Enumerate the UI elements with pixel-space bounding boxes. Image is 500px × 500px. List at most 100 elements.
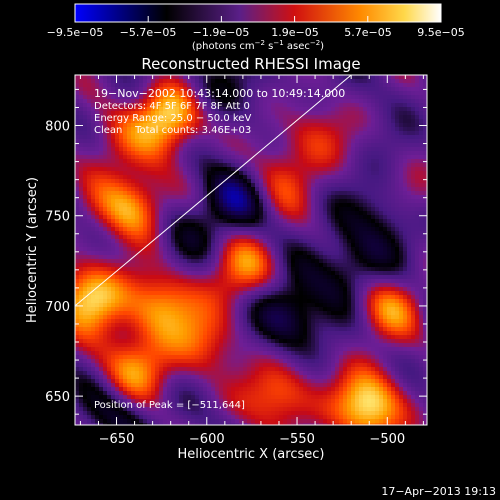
heatmap-cell bbox=[159, 395, 164, 400]
heatmap-cell bbox=[275, 83, 280, 88]
heatmap-cell bbox=[263, 411, 268, 416]
heatmap-cell bbox=[107, 123, 112, 128]
heatmap-cell bbox=[159, 167, 164, 172]
heatmap-cell bbox=[99, 135, 104, 140]
heatmap-cell bbox=[267, 351, 272, 356]
heatmap-cell bbox=[107, 111, 112, 116]
heatmap-cell bbox=[283, 223, 288, 228]
heatmap-cell bbox=[295, 155, 300, 160]
heatmap-cell bbox=[235, 347, 240, 352]
heatmap-cell bbox=[135, 135, 140, 140]
heatmap-cell bbox=[195, 287, 200, 292]
heatmap-cell bbox=[131, 275, 136, 280]
heatmap-cell bbox=[159, 371, 164, 376]
heatmap-cell bbox=[195, 371, 200, 376]
heatmap-cell bbox=[295, 147, 300, 152]
heatmap-cell bbox=[123, 299, 128, 304]
heatmap-cell bbox=[155, 243, 160, 248]
heatmap-cell bbox=[143, 387, 148, 392]
heatmap-cell bbox=[175, 351, 180, 356]
heatmap-cell bbox=[139, 191, 144, 196]
heatmap-cell bbox=[95, 311, 100, 316]
heatmap-cell bbox=[195, 379, 200, 384]
heatmap-cell bbox=[147, 275, 152, 280]
heatmap-cell bbox=[107, 191, 112, 196]
heatmap-cell bbox=[283, 215, 288, 220]
heatmap-cell bbox=[147, 375, 152, 380]
heatmap-cell bbox=[295, 287, 300, 292]
heatmap-cell bbox=[91, 335, 96, 340]
heatmap-cell bbox=[255, 175, 260, 180]
heatmap-cell bbox=[267, 227, 272, 232]
heatmap-cell bbox=[131, 347, 136, 352]
heatmap-cell bbox=[143, 299, 148, 304]
heatmap-cell bbox=[183, 231, 188, 236]
heatmap-cell bbox=[207, 351, 212, 356]
heatmap-cell bbox=[259, 215, 264, 220]
heatmap-cell bbox=[111, 155, 116, 160]
heatmap-cell bbox=[195, 107, 200, 112]
heatmap-cell bbox=[227, 339, 232, 344]
heatmap-cell bbox=[183, 343, 188, 348]
heatmap-cell bbox=[219, 347, 224, 352]
heatmap-cell bbox=[195, 87, 200, 92]
heatmap-cell bbox=[259, 291, 264, 296]
heatmap-cell bbox=[99, 239, 104, 244]
heatmap-cell bbox=[151, 327, 156, 332]
heatmap-cell bbox=[279, 263, 284, 268]
heatmap-cell bbox=[115, 399, 120, 404]
heatmap-cell bbox=[195, 403, 200, 408]
heatmap-cell bbox=[211, 191, 216, 196]
heatmap-cell bbox=[131, 387, 136, 392]
heatmap-cell bbox=[167, 183, 172, 188]
heatmap-cell bbox=[155, 263, 160, 268]
heatmap-cell bbox=[171, 299, 176, 304]
heatmap-cell bbox=[235, 167, 240, 172]
heatmap-cell bbox=[155, 187, 160, 192]
heatmap-cell bbox=[91, 231, 96, 236]
heatmap-cell bbox=[139, 95, 144, 100]
heatmap-cell bbox=[123, 139, 128, 144]
heatmap-cell bbox=[127, 327, 132, 332]
heatmap-cell bbox=[155, 231, 160, 236]
heatmap-cell bbox=[203, 267, 208, 272]
heatmap-cell bbox=[139, 107, 144, 112]
heatmap-cell bbox=[179, 371, 184, 376]
heatmap-cell bbox=[235, 291, 240, 296]
heatmap-cell bbox=[159, 287, 164, 292]
heatmap-cell bbox=[247, 227, 252, 232]
heatmap-cell bbox=[227, 195, 232, 200]
heatmap-cell bbox=[291, 271, 296, 276]
heatmap-cell bbox=[167, 323, 172, 328]
heatmap-cell bbox=[271, 375, 276, 380]
heatmap-cell bbox=[231, 371, 236, 376]
heatmap-cell bbox=[287, 279, 292, 284]
heatmap-cell bbox=[259, 395, 264, 400]
heatmap-cell bbox=[91, 167, 96, 172]
heatmap-cell bbox=[171, 263, 176, 268]
heatmap-cell bbox=[147, 199, 152, 204]
heatmap-cell bbox=[191, 163, 196, 168]
heatmap-cell bbox=[123, 275, 128, 280]
heatmap-cell bbox=[275, 111, 280, 116]
heatmap-cell bbox=[147, 139, 152, 144]
heatmap-cell bbox=[127, 307, 132, 312]
heatmap-cell bbox=[143, 191, 148, 196]
heatmap-cell bbox=[263, 183, 268, 188]
heatmap-cell bbox=[267, 267, 272, 272]
heatmap-cell bbox=[119, 419, 124, 424]
heatmap-cell bbox=[79, 331, 84, 336]
heatmap-cell bbox=[251, 391, 256, 396]
heatmap-cell bbox=[115, 235, 120, 240]
heatmap-cell bbox=[75, 231, 80, 236]
heatmap-cell bbox=[159, 207, 164, 212]
heatmap-cell bbox=[127, 319, 132, 324]
heatmap-cell bbox=[171, 251, 176, 256]
heatmap-cell bbox=[127, 111, 132, 116]
heatmap-cell bbox=[199, 259, 204, 264]
heatmap-cell bbox=[207, 331, 212, 336]
heatmap-cell bbox=[155, 175, 160, 180]
heatmap-cell bbox=[227, 371, 232, 376]
heatmap-cell bbox=[183, 255, 188, 260]
heatmap-cell bbox=[119, 167, 124, 172]
